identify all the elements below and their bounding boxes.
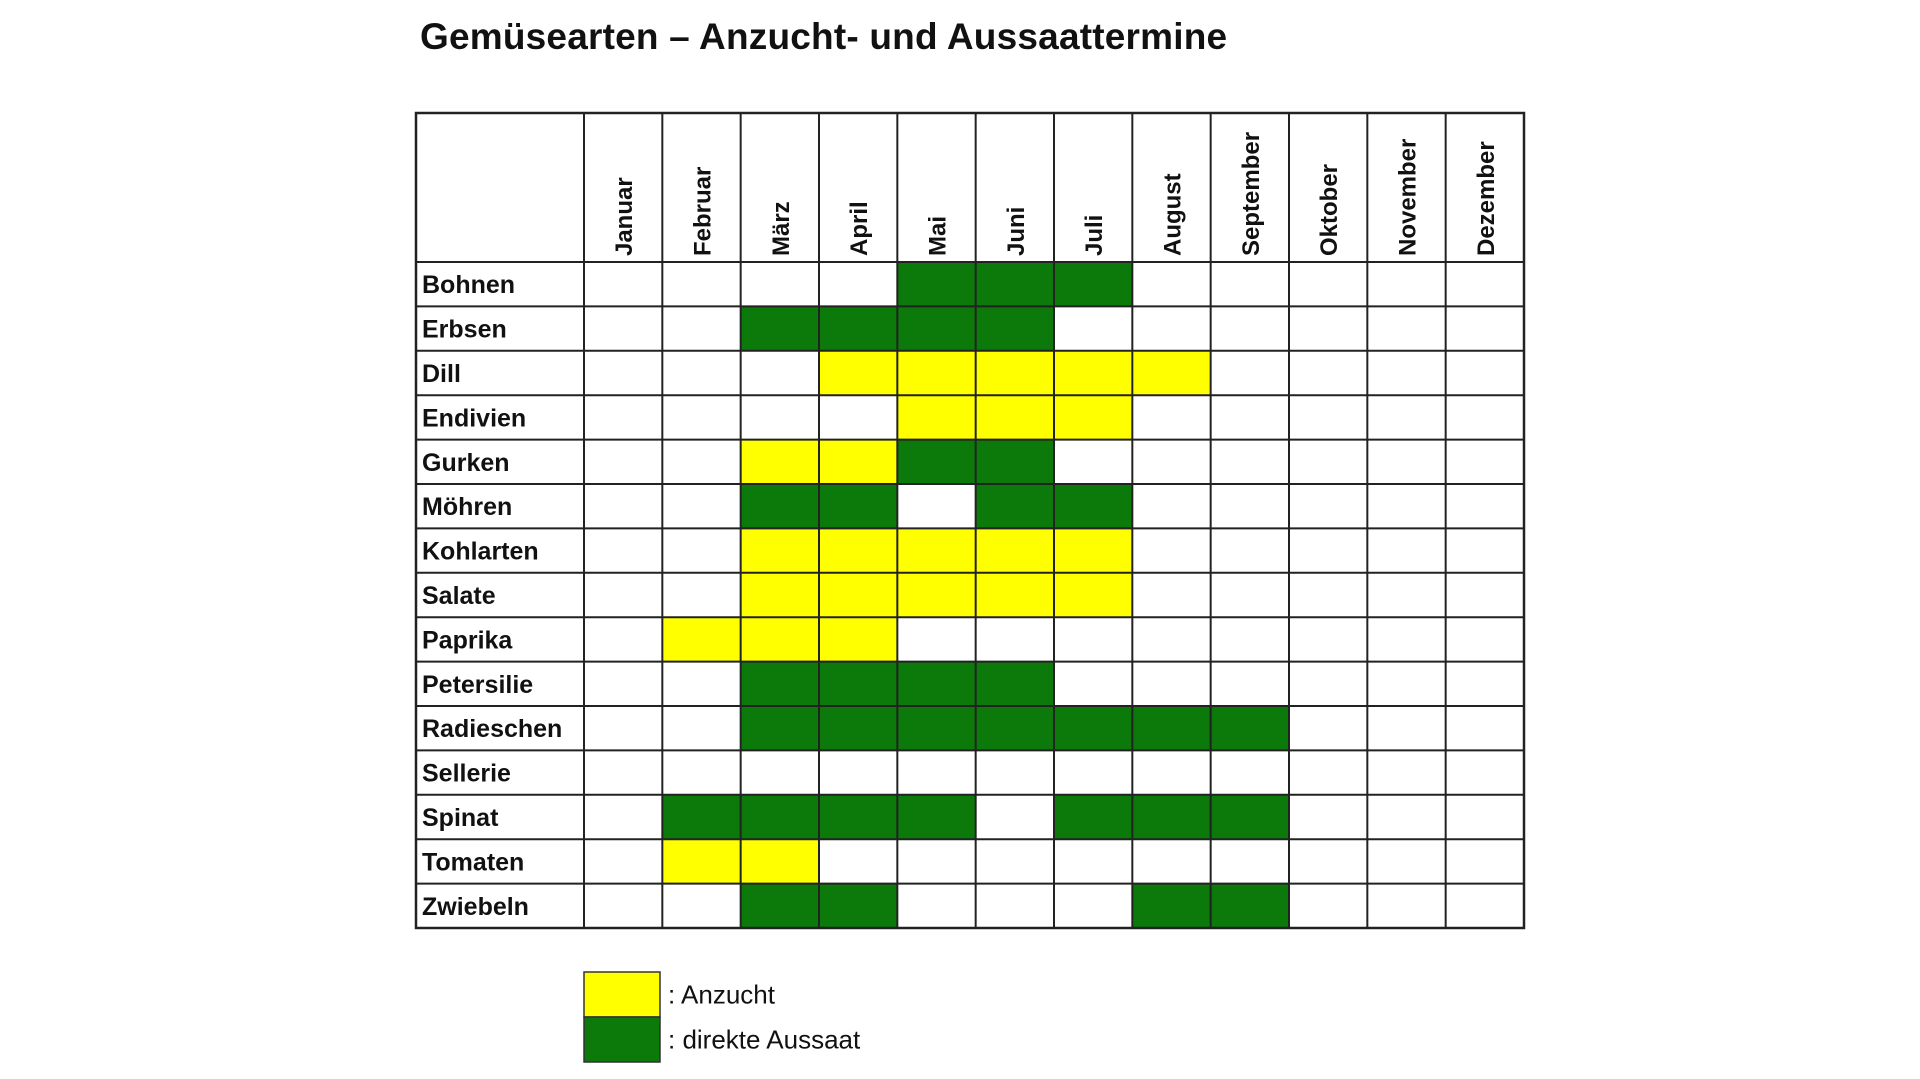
labels-layer: Januar Februar März April Mai Juni Juli August S… — [422, 132, 1500, 921]
row-label-möhren: Möhren — [422, 493, 512, 521]
cell-anzucht — [740, 839, 819, 884]
cell-aussaat — [662, 794, 741, 840]
cell-aussaat — [1054, 484, 1133, 529]
cell-aussaat — [1132, 706, 1211, 751]
cell-anzucht — [819, 617, 898, 662]
cell-anzucht — [975, 350, 1054, 396]
cell-aussaat — [740, 794, 819, 840]
cell-aussaat — [975, 661, 1054, 706]
legend-label-anzucht: : Anzucht — [668, 980, 776, 1010]
row-label-spinat: Spinat — [422, 804, 499, 832]
row-label-erbsen: Erbsen — [422, 316, 507, 344]
legend-swatch-aussaat — [583, 1016, 661, 1063]
month-label-august: August — [1160, 173, 1187, 256]
cell-aussaat — [897, 794, 976, 840]
cell-aussaat — [975, 262, 1054, 307]
cell-aussaat — [740, 706, 819, 751]
cell-aussaat — [740, 306, 819, 351]
month-label-februar: Februar — [690, 167, 717, 256]
cell-anzucht — [740, 572, 819, 618]
cell-aussaat — [1210, 794, 1289, 840]
cell-aussaat — [819, 794, 898, 840]
legend: : Anzucht : direkte Aussaat — [583, 971, 861, 1063]
legend-label-aussaat: : direkte Aussaat — [668, 1025, 861, 1055]
month-label-januar: Januar — [611, 177, 638, 256]
cell-aussaat — [1132, 794, 1211, 840]
cell-aussaat — [1210, 706, 1289, 751]
row-label-kohlarten: Kohlarten — [422, 538, 539, 566]
cell-anzucht — [819, 572, 898, 618]
cell-aussaat — [975, 706, 1054, 751]
cell-anzucht — [897, 350, 976, 396]
row-label-dill: Dill — [422, 360, 461, 388]
cell-aussaat — [897, 439, 976, 484]
cell-aussaat — [975, 439, 1054, 484]
cell-aussaat — [819, 883, 898, 928]
cell-anzucht — [740, 617, 819, 662]
month-label-november: November — [1395, 139, 1422, 256]
row-label-tomaten: Tomaten — [422, 848, 524, 876]
cell-aussaat — [897, 661, 976, 706]
cell-anzucht — [819, 350, 898, 396]
row-label-gurken: Gurken — [422, 449, 510, 477]
cell-aussaat — [819, 484, 898, 529]
cell-aussaat — [975, 484, 1054, 529]
cell-aussaat — [740, 661, 819, 706]
legend-swatch-anzucht — [583, 971, 661, 1018]
cell-anzucht — [897, 572, 976, 618]
month-label-juli: Juli — [1081, 215, 1108, 256]
cell-anzucht — [975, 395, 1054, 440]
row-label-salate: Salate — [422, 582, 496, 610]
cell-anzucht — [1054, 528, 1133, 573]
cells-layer — [662, 262, 1289, 928]
month-label-september: September — [1238, 132, 1265, 256]
cell-anzucht — [1132, 350, 1211, 396]
cell-anzucht — [1054, 395, 1133, 440]
cell-anzucht — [740, 528, 819, 573]
cell-anzucht — [1054, 572, 1133, 618]
grid-layer — [414, 111, 1526, 930]
cell-aussaat — [1054, 706, 1133, 751]
cell-anzucht — [819, 439, 898, 484]
cell-anzucht — [662, 839, 741, 884]
cell-aussaat — [819, 706, 898, 751]
month-label-dezember: Dezember — [1473, 141, 1500, 256]
month-label-oktober: Oktober — [1316, 164, 1343, 256]
cell-anzucht — [1054, 350, 1133, 396]
row-label-bohnen: Bohnen — [422, 271, 515, 299]
cell-aussaat — [1054, 262, 1133, 307]
cell-aussaat — [975, 306, 1054, 351]
month-label-mai: Mai — [925, 216, 952, 256]
cell-anzucht — [897, 395, 976, 440]
row-label-sellerie: Sellerie — [422, 760, 511, 788]
cell-anzucht — [975, 572, 1054, 618]
cell-aussaat — [740, 883, 819, 928]
row-label-paprika: Paprika — [422, 626, 513, 654]
cell-anzucht — [975, 528, 1054, 573]
cell-aussaat — [897, 262, 976, 307]
month-label-märz: März — [768, 201, 795, 256]
month-label-juni: Juni — [1003, 207, 1030, 256]
row-label-petersilie: Petersilie — [422, 671, 533, 699]
cell-aussaat — [819, 306, 898, 351]
cell-aussaat — [740, 484, 819, 529]
cell-anzucht — [819, 528, 898, 573]
row-label-radieschen: Radieschen — [422, 715, 562, 743]
row-label-zwiebeln: Zwiebeln — [422, 893, 529, 921]
cell-anzucht — [897, 528, 976, 573]
cell-aussaat — [897, 306, 976, 351]
cell-aussaat — [1132, 883, 1211, 928]
cell-aussaat — [1210, 883, 1289, 928]
cell-aussaat — [897, 706, 976, 751]
month-label-april: April — [846, 201, 873, 256]
cell-anzucht — [662, 617, 741, 662]
cell-anzucht — [740, 439, 819, 484]
row-label-endivien: Endivien — [422, 404, 526, 432]
cell-aussaat — [819, 661, 898, 706]
chart-title: Gemüsearten – Anzucht- und Aussaattermin… — [420, 16, 1228, 57]
cell-aussaat — [1054, 794, 1133, 840]
